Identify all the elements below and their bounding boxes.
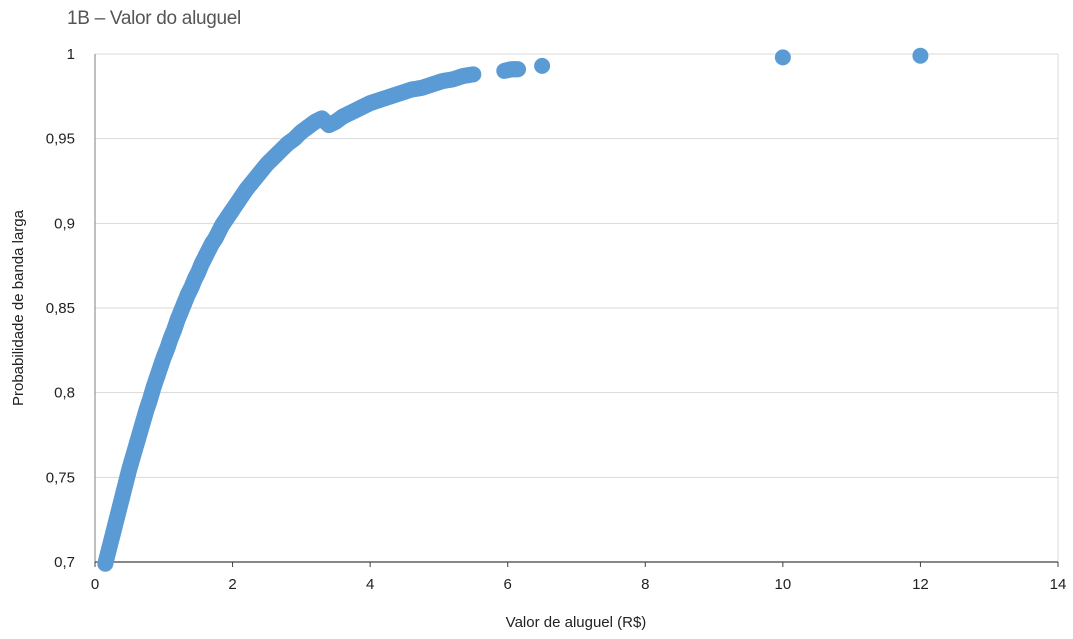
x-tick-labels: 0 2 4 6 8 10 12 14 bbox=[91, 562, 1067, 593]
x-tick-label: 4 bbox=[366, 576, 374, 593]
data-point bbox=[774, 49, 791, 66]
y-tick-labels: 0,7 0,75 0,8 0,85 0,9 0,95 1 bbox=[46, 46, 75, 571]
y-tick-label: 0,9 bbox=[54, 215, 75, 232]
data-point bbox=[465, 66, 482, 83]
x-tick-label: 2 bbox=[228, 576, 236, 593]
data-point bbox=[104, 528, 121, 545]
data-point bbox=[114, 487, 131, 504]
x-tick-label: 14 bbox=[1050, 576, 1067, 593]
data-point bbox=[510, 61, 527, 78]
y-tick-label: 0,7 bbox=[54, 554, 75, 571]
y-tick-label: 0,8 bbox=[54, 385, 75, 402]
y-tick-label: 0,75 bbox=[46, 469, 75, 486]
data-point bbox=[100, 542, 117, 559]
chart-title: 1B – Valor do aluguel bbox=[67, 8, 241, 29]
axes bbox=[94, 54, 1058, 563]
data-point bbox=[117, 474, 134, 491]
grid-lines bbox=[95, 53, 1059, 562]
data-points bbox=[97, 47, 929, 572]
data-point bbox=[111, 501, 128, 518]
x-tick-label: 0 bbox=[91, 576, 99, 593]
y-axis-title: Probabilidade de banda larga bbox=[10, 209, 27, 406]
y-tick-label: 1 bbox=[67, 46, 75, 63]
data-point bbox=[534, 57, 551, 74]
data-point bbox=[107, 515, 124, 532]
x-tick-label: 8 bbox=[641, 576, 649, 593]
x-tick-label: 10 bbox=[775, 576, 792, 593]
data-point bbox=[912, 47, 929, 64]
y-tick-label: 0,95 bbox=[46, 131, 75, 148]
x-axis-title: Valor de aluguel (R$) bbox=[506, 614, 647, 631]
y-tick-label: 0,85 bbox=[46, 300, 75, 317]
data-point bbox=[97, 555, 114, 572]
x-tick-label: 12 bbox=[912, 576, 929, 593]
x-tick-label: 6 bbox=[504, 576, 512, 593]
